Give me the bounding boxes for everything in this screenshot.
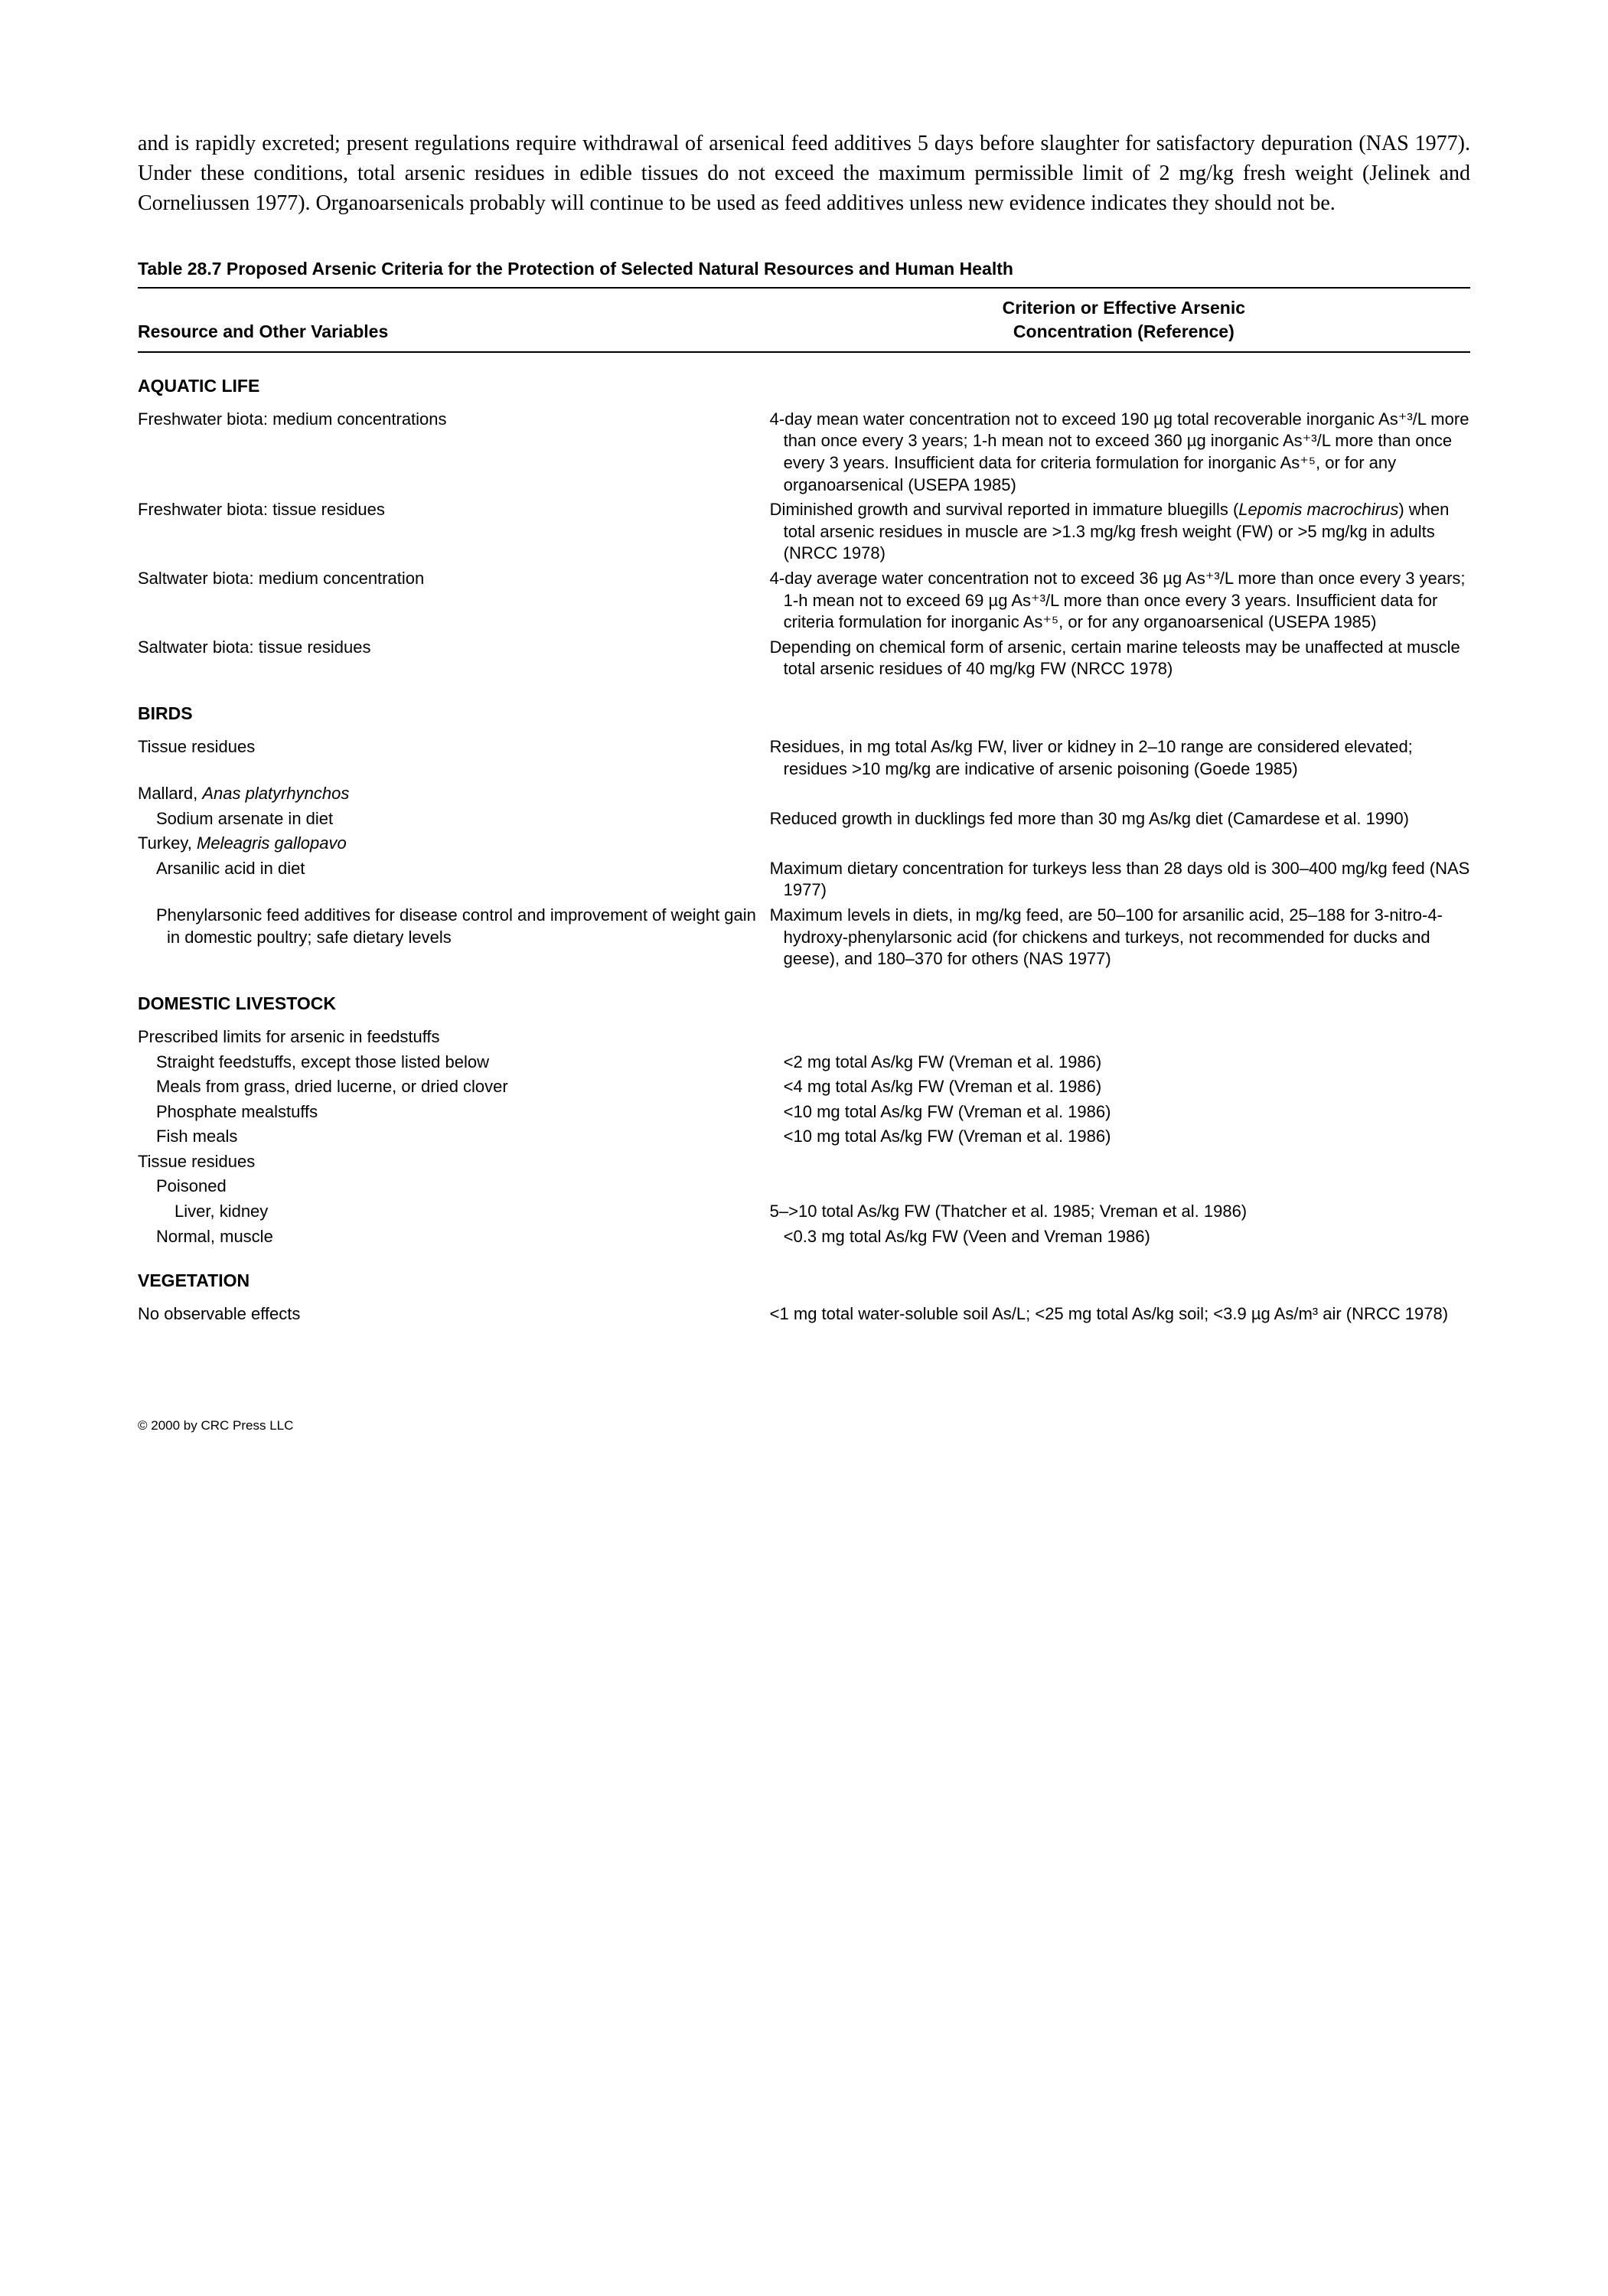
row-value: 5–>10 total As/kg FW (Thatcher et al. 19… (778, 1201, 1470, 1223)
intro-paragraph: and is rapidly excreted; present regulat… (138, 129, 1470, 219)
row-label: Freshwater biota: medium concentrations (138, 409, 778, 431)
text: Diminished growth and survival reported … (770, 500, 1239, 519)
row-label: Poisoned (138, 1176, 778, 1198)
table-row: Mallard, Anas platyrhynchos (138, 783, 1470, 805)
table-row: Saltwater biota: tissue residues Dependi… (138, 637, 1470, 680)
row-value: 4-day average water concentration not to… (778, 568, 1470, 634)
table-row: Meals from grass, dried lucerne, or drie… (138, 1076, 1470, 1098)
header-right-line2: Concentration (Reference) (778, 320, 1470, 344)
row-label: Sodium arsenate in diet (138, 808, 778, 830)
text: Turkey, (138, 833, 197, 853)
row-label: Turkey, Meleagris gallopavo (138, 833, 778, 855)
row-label: Prescribed limits for arsenic in feedstu… (138, 1026, 778, 1049)
copyright: © 2000 by CRC Press LLC (138, 1417, 1470, 1435)
row-label: Saltwater biota: tissue residues (138, 637, 778, 659)
species-name: Lepomis macrochirus (1238, 500, 1398, 519)
row-label: Phosphate mealstuffs (138, 1101, 778, 1124)
row-label: Fish meals (138, 1126, 778, 1148)
row-label: No observable effects (138, 1303, 778, 1326)
table-row: Straight feedstuffs, except those listed… (138, 1052, 1470, 1074)
species-name: Anas platyrhynchos (202, 784, 349, 803)
table-row: Turkey, Meleagris gallopavo (138, 833, 1470, 855)
table-row: Phenylarsonic feed additives for disease… (138, 905, 1470, 970)
row-value: <4 mg total As/kg FW (Vreman et al. 1986… (778, 1076, 1470, 1098)
table-title: Table 28.7 Proposed Arsenic Criteria for… (138, 257, 1470, 281)
row-value: Maximum levels in diets, in mg/kg feed, … (778, 905, 1470, 970)
table-row: Liver, kidney 5–>10 total As/kg FW (That… (138, 1201, 1470, 1223)
row-label: Straight feedstuffs, except those listed… (138, 1052, 778, 1074)
row-label: Arsanilic acid in diet (138, 858, 778, 880)
table-row: Sodium arsenate in diet Reduced growth i… (138, 808, 1470, 830)
row-value: <0.3 mg total As/kg FW (Veen and Vreman … (778, 1226, 1470, 1248)
row-label: Saltwater biota: medium concentration (138, 568, 778, 590)
table-row: Tissue residues (138, 1151, 1470, 1173)
text: Phenylarsonic feed additives for disease… (156, 905, 762, 948)
row-value: Maximum dietary concentration for turkey… (778, 858, 1470, 902)
section-livestock: DOMESTIC LIVESTOCK (138, 992, 1470, 1016)
row-value: <10 mg total As/kg FW (Vreman et al. 198… (778, 1101, 1470, 1124)
row-label: Mallard, Anas platyrhynchos (138, 783, 778, 805)
species-name: Meleagris gallopavo (197, 833, 347, 853)
row-label: Liver, kidney (138, 1201, 778, 1223)
row-value: Diminished growth and survival reported … (778, 499, 1470, 565)
table-row: No observable effects <1 mg total water-… (138, 1303, 1470, 1326)
table-row: Freshwater biota: medium concentrations … (138, 409, 1470, 496)
table-header-row: Resource and Other Variables Criterion o… (138, 287, 1470, 353)
table-row: Normal, muscle <0.3 mg total As/kg FW (V… (138, 1226, 1470, 1248)
text: Mallard, (138, 784, 202, 803)
table-row: Tissue residues Residues, in mg total As… (138, 736, 1470, 780)
section-birds: BIRDS (138, 702, 1470, 726)
table-row: Saltwater biota: medium concentration 4-… (138, 568, 1470, 634)
row-value: 4-day mean water concentration not to ex… (778, 409, 1470, 496)
row-label: Tissue residues (138, 1151, 778, 1173)
table-row: Freshwater biota: tissue residues Dimini… (138, 499, 1470, 565)
row-value: Reduced growth in ducklings fed more tha… (778, 808, 1470, 830)
table-row: Poisoned (138, 1176, 1470, 1198)
row-value: <10 mg total As/kg FW (Vreman et al. 198… (778, 1126, 1470, 1148)
row-label: Phenylarsonic feed additives for disease… (138, 905, 778, 948)
row-label: Normal, muscle (138, 1226, 778, 1248)
row-label: Meals from grass, dried lucerne, or drie… (138, 1076, 778, 1098)
row-label: Tissue residues (138, 736, 778, 758)
table-row: Phosphate mealstuffs <10 mg total As/kg … (138, 1101, 1470, 1124)
header-right-line1: Criterion or Effective Arsenic (778, 296, 1470, 320)
row-value: <1 mg total water-soluble soil As/L; <25… (778, 1303, 1470, 1326)
table-row: Fish meals <10 mg total As/kg FW (Vreman… (138, 1126, 1470, 1148)
header-left: Resource and Other Variables (138, 320, 778, 344)
header-right: Criterion or Effective Arsenic Concentra… (778, 296, 1470, 344)
table-row: Prescribed limits for arsenic in feedstu… (138, 1026, 1470, 1049)
row-label: Freshwater biota: tissue residues (138, 499, 778, 521)
row-value: Residues, in mg total As/kg FW, liver or… (778, 736, 1470, 780)
section-aquatic: AQUATIC LIFE (138, 374, 1470, 398)
table-row: Arsanilic acid in diet Maximum dietary c… (138, 858, 1470, 902)
section-vegetation: VEGETATION (138, 1269, 1470, 1293)
row-value: Depending on chemical form of arsenic, c… (778, 637, 1470, 680)
row-value: <2 mg total As/kg FW (Vreman et al. 1986… (778, 1052, 1470, 1074)
